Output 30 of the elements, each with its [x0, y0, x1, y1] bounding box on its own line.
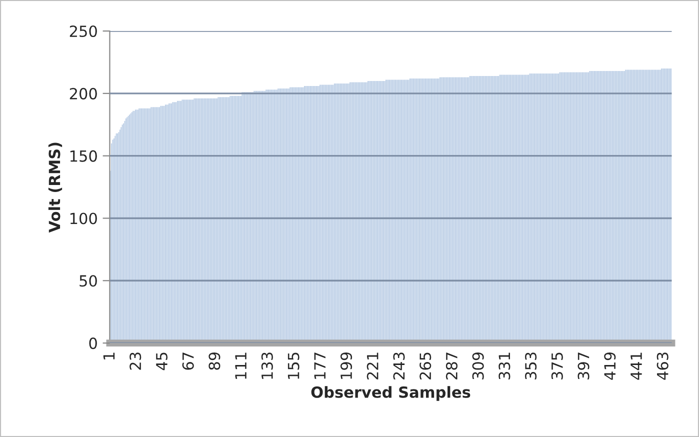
- x-tick-label: 287: [446, 352, 458, 380]
- x-tick-label: 23: [130, 352, 142, 370]
- x-tick-label: 89: [208, 352, 220, 370]
- y-tick-label: 250: [70, 25, 97, 38]
- y-tick-label: 100: [70, 212, 97, 224]
- x-tick-label: 265: [420, 352, 432, 380]
- x-tick-label: 221: [366, 352, 378, 380]
- x-tick-label: 397: [578, 352, 590, 380]
- x-tick-label: 353: [525, 352, 537, 380]
- x-tick-label: 45: [156, 352, 168, 370]
- y-tick-label: 0: [89, 338, 97, 350]
- x-tick-label: 419: [604, 352, 616, 380]
- x-tick-label: 1: [103, 352, 115, 360]
- x-tick-label: 199: [340, 352, 352, 379]
- x-tick-label: 375: [551, 352, 563, 380]
- y-tick-label: 50: [80, 275, 97, 287]
- x-tick-label: 309: [472, 352, 484, 380]
- y-tick-label: 150: [70, 150, 97, 162]
- y-axis-title: Volt (RMS): [48, 142, 62, 233]
- x-tick-label: 133: [261, 352, 273, 379]
- x-tick-label: 463: [656, 352, 668, 380]
- x-tick-label: 155: [288, 352, 300, 379]
- x-tick-label: 111: [235, 352, 246, 379]
- x-tick-label: 177: [314, 352, 326, 379]
- x-axis-title: Observed Samples: [311, 386, 470, 401]
- x-tick-label: 331: [498, 352, 510, 380]
- y-tick-label: 200: [70, 88, 97, 100]
- x-tick-label: 67: [182, 352, 194, 370]
- x-tick-label: 243: [393, 352, 405, 380]
- x-tick-label: 441: [630, 352, 642, 380]
